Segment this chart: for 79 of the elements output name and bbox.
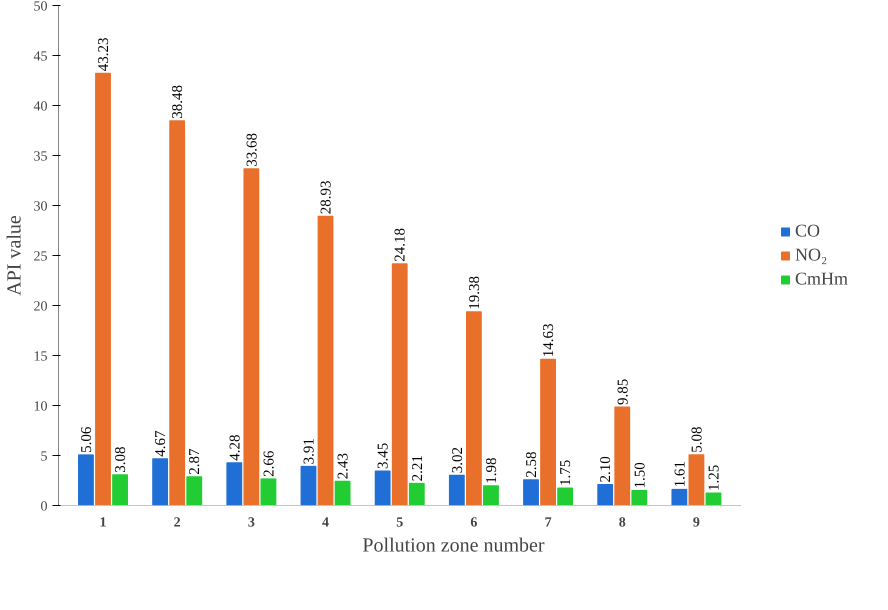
data-label: 4.28 [227,434,244,461]
data-label: 3.08 [113,446,130,473]
bar [614,406,630,506]
data-label: 3.02 [450,447,466,474]
y-tick-label: 40 [34,100,48,114]
data-label: 1.25 [706,464,722,491]
x-tick-label: 6 [470,516,478,530]
data-label: 38.48 [170,84,186,119]
x-tick-label: 1 [100,516,107,530]
data-label: 43.23 [96,37,112,72]
data-label: 2.87 [187,448,204,475]
bar [706,492,722,506]
bar [152,458,168,506]
y-tick-label: 50 [34,0,48,14]
legend-label: CO [794,220,820,242]
x-tick-label: 3 [248,516,255,530]
legend-label: CmHm [794,268,848,290]
data-label: 3.45 [376,442,392,469]
data-label: 1.61 [672,461,688,488]
data-label: 2.21 [410,455,426,482]
y-tick-label: 45 [34,50,48,64]
bar [392,263,408,506]
bar [300,466,316,506]
data-label: 28.93 [318,180,335,214]
bar [466,311,482,506]
data-label: 1.98 [484,457,500,484]
data-label: 2.58 [524,451,540,478]
data-label: 1.75 [558,460,574,486]
bar [78,454,94,506]
bar [226,462,242,506]
bar [95,72,111,506]
bar [483,485,499,506]
y-tick-label: 5 [40,450,48,464]
data-label: 5.08 [689,426,706,453]
bar [374,470,391,506]
data-label: 2.66 [261,450,278,477]
y-tick-label: 35 [34,150,48,164]
y-tick-label: 30 [34,200,48,214]
bar [112,474,128,506]
x-tick-label: 4 [322,516,330,530]
data-label: 5.06 [78,426,95,453]
bar [243,168,260,506]
data-label: 24.18 [392,228,409,262]
data-label: 19.38 [466,276,483,310]
x-tick-label: 8 [618,516,626,530]
bar [186,476,202,506]
data-label: 2.43 [336,452,352,480]
bar [318,216,334,506]
bar [169,120,186,506]
x-tick-label: 9 [692,516,700,530]
data-label: 2.10 [598,456,614,482]
y-axis-title: API value [4,215,26,296]
y-tick-label: 10 [34,400,48,414]
bar [408,482,425,506]
data-label: 14.63 [541,323,558,358]
bar [631,490,648,506]
bar [540,358,556,506]
bar [448,474,465,506]
bar [334,480,351,506]
data-label: 33.68 [244,132,260,167]
x-axis-title: Pollution zone number [362,534,545,556]
data-label: 9.85 [615,378,632,405]
y-tick-label: 25 [34,250,48,264]
bar [557,488,574,506]
y-tick-label: 20 [34,300,48,314]
data-label: 4.67 [153,430,170,457]
x-tick-label: 7 [544,516,552,530]
x-tick-label: 5 [396,516,404,530]
x-tick-label: 2 [174,516,181,530]
bar [523,479,539,506]
bar [671,488,688,506]
bar [260,478,276,506]
legend-label: NO₂ [794,244,828,266]
data-label: 1.50 [632,462,648,488]
y-tick-label: 0 [40,500,48,514]
bar [688,454,704,506]
data-label: 3.91 [301,438,318,464]
y-tick-label: 15 [34,350,48,364]
bar [597,484,614,506]
